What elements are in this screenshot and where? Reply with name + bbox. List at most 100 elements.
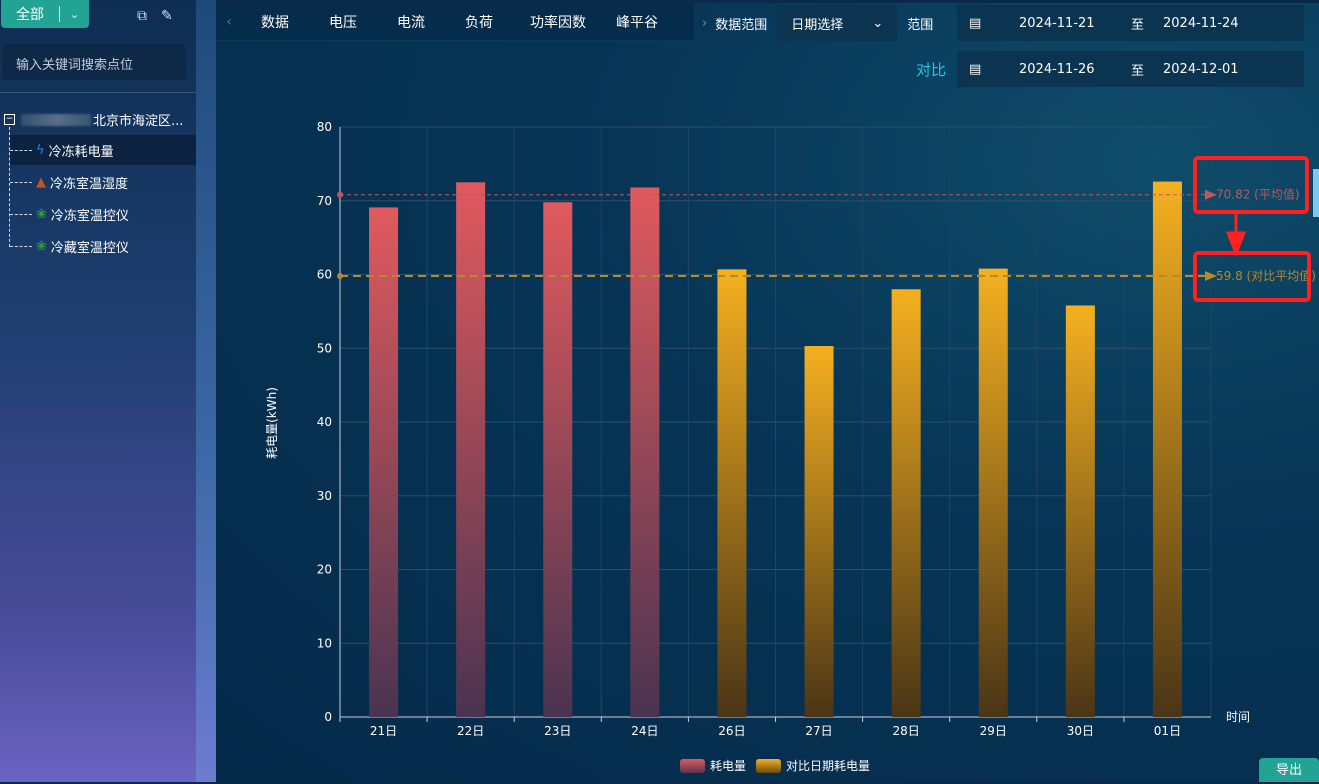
all-label: 全部 <box>16 7 44 23</box>
tree-item-freeze-humidity[interactable]: ▲ 冷冻室温湿度 <box>10 167 128 197</box>
tree-line <box>9 127 10 247</box>
all-filter-dropdown[interactable]: 全部 ⌄ <box>1 0 89 28</box>
edit-icon[interactable]: ✎ <box>161 8 173 24</box>
range-date-picker[interactable]: ▤ 2024-11-21 至 2024-11-24 <box>957 5 1304 41</box>
tab-bar: ‹ 数据 电压 电流 负荷 功率因数 峰平谷 <box>216 3 694 41</box>
range-label: 范围 <box>907 17 934 33</box>
range-end-input[interactable]: 2024-11-24 <box>1163 15 1239 31</box>
average-label: 70.82 (平均值) <box>1216 187 1300 202</box>
tree-item-label: 冷藏室温控仪 <box>50 240 129 256</box>
range-start-input[interactable]: 2024-11-21 <box>1019 15 1095 31</box>
x-tick-label: 27日 <box>805 724 832 738</box>
data-range-filter: › 数据范围 日期选择 ⌄ 范围 <box>702 5 933 41</box>
y-tick-label: 40 <box>317 415 332 429</box>
chevron-left-icon[interactable]: ‹ <box>226 13 232 30</box>
y-tick-label: 60 <box>317 268 332 282</box>
chevron-down-icon: ⌄ <box>872 15 884 31</box>
average-line-arrow <box>1205 189 1217 200</box>
bar-compare <box>1065 305 1095 717</box>
date-select-value: 日期选择 <box>791 17 844 33</box>
bar-compare <box>891 289 921 717</box>
bar-consumption <box>456 182 486 717</box>
x-tick-label: 29日 <box>980 724 1007 738</box>
range-separator: 至 <box>1131 17 1145 33</box>
tree-item-cold-thermostat[interactable]: ❀ 冷藏室温控仪 <box>10 231 129 261</box>
x-tick-label: 28日 <box>893 724 920 738</box>
average-label: 59.8 (对比平均值) <box>1216 268 1316 283</box>
x-tick-label: 26日 <box>718 724 745 738</box>
tree-item-freeze-power[interactable]: ϟ 冷冻耗电量 <box>10 135 196 165</box>
compare-label: 对比 <box>916 61 947 79</box>
x-tick-label: 24日 <box>631 724 658 738</box>
tree-root-label: 北京市海淀区... <box>93 114 184 129</box>
splitter[interactable] <box>196 0 216 782</box>
compare-date-picker[interactable]: ▤ 2024-11-26 至 2024-12-01 <box>957 51 1304 87</box>
highlight-box <box>1193 156 1309 214</box>
y-tick-label: 0 <box>324 710 332 724</box>
compare-separator: 至 <box>1131 63 1145 79</box>
highlight-box <box>1193 251 1311 302</box>
leaf-icon: ❀ <box>36 238 47 254</box>
chevron-right-icon[interactable]: › <box>702 15 708 31</box>
sidebar: 全部 ⌄ ⧉ ✎ 输入关键词搜索点位 − 北京市海淀区... ϟ 冷冻耗电量 ▲ 冷冻室… <box>0 0 196 782</box>
legend-item-consumption[interactable]: 耗电量 <box>680 757 746 774</box>
data-range-label: 数据范围 <box>715 17 768 33</box>
lightning-icon: ϟ <box>36 142 45 158</box>
blurred-name <box>21 113 91 126</box>
tab-power-factor[interactable]: 功率因数 <box>530 14 586 31</box>
chevron-down-icon: ⌄ <box>69 7 80 21</box>
red-arrow-icon <box>1225 214 1247 258</box>
scrollbar[interactable] <box>1313 169 1319 217</box>
y-tick-label: 20 <box>317 563 332 577</box>
legend-item-compare[interactable]: 对比日期耗电量 <box>756 757 870 774</box>
collapse-toggle-icon[interactable]: − <box>4 114 15 125</box>
bar-chart: 0 10 20 30 40 50 60 70 80 21日 22日 23日 24日 26日 27日 28日 29… <box>265 120 1316 738</box>
legend-swatch <box>756 758 781 773</box>
x-tick-label: 21日 <box>370 724 397 738</box>
x-axis-title: 时间 <box>1226 710 1250 724</box>
bar-compare <box>717 269 747 717</box>
legend-label: 对比日期耗电量 <box>786 759 871 773</box>
export-button[interactable]: 导出 <box>1259 758 1319 782</box>
x-tick-label: 01日 <box>1154 724 1181 738</box>
legend-label: 耗电量 <box>710 759 747 773</box>
tree-item-label: 冷冻耗电量 <box>48 144 114 160</box>
bar-consumption <box>630 187 660 718</box>
tree-item-label: 冷冻室温湿度 <box>50 176 129 192</box>
tab-data[interactable]: 数据 <box>261 14 289 31</box>
bar-compare <box>804 346 834 717</box>
calendar-icon: ▤ <box>969 61 982 77</box>
compare-end-input[interactable]: 2024-12-01 <box>1163 61 1239 77</box>
y-tick-label: 70 <box>317 194 332 208</box>
divider <box>59 6 60 22</box>
tree-item-label: 冷冻室温控仪 <box>50 208 129 224</box>
bar-consumption <box>543 202 573 718</box>
x-tick-label: 22日 <box>457 724 484 738</box>
divider <box>0 92 196 93</box>
y-tick-label: 10 <box>317 636 332 650</box>
tree-item-freeze-thermostat[interactable]: ❀ 冷冻室温控仪 <box>10 199 129 229</box>
tab-current[interactable]: 电流 <box>397 14 425 31</box>
main-panel: 0 10 20 30 40 50 60 70 80 21日 22日 23日 24日 26日 27日 28日 29… <box>216 3 1319 782</box>
x-tick-label: 23日 <box>544 724 571 738</box>
leaf-icon: ❀ <box>36 206 47 222</box>
legend-swatch <box>680 758 705 773</box>
date-select-dropdown[interactable]: 日期选择 ⌄ <box>777 5 898 41</box>
y-axis-title: 耗电量(kWh) <box>265 387 279 459</box>
collapse-icon[interactable]: ⧉ <box>137 8 147 24</box>
compare-start-input[interactable]: 2024-11-26 <box>1019 61 1095 77</box>
search-input[interactable]: 输入关键词搜索点位 <box>2 44 186 80</box>
tab-load[interactable]: 负荷 <box>465 14 493 31</box>
average-line-start <box>337 272 343 279</box>
y-tick-label: 50 <box>317 341 332 355</box>
tab-voltage[interactable]: 电压 <box>329 14 357 31</box>
y-tick-label: 80 <box>317 120 332 134</box>
calendar-icon: ▤ <box>969 15 982 31</box>
bar-compare <box>978 268 1008 717</box>
tab-peak-valley[interactable]: 峰平谷 <box>616 14 658 31</box>
y-tick-label: 30 <box>317 489 332 503</box>
average-line-arrow <box>1205 270 1217 281</box>
tree-root[interactable]: − 北京市海淀区... <box>4 110 183 129</box>
average-line-start <box>337 191 343 198</box>
x-tick-label: 30日 <box>1067 724 1094 738</box>
